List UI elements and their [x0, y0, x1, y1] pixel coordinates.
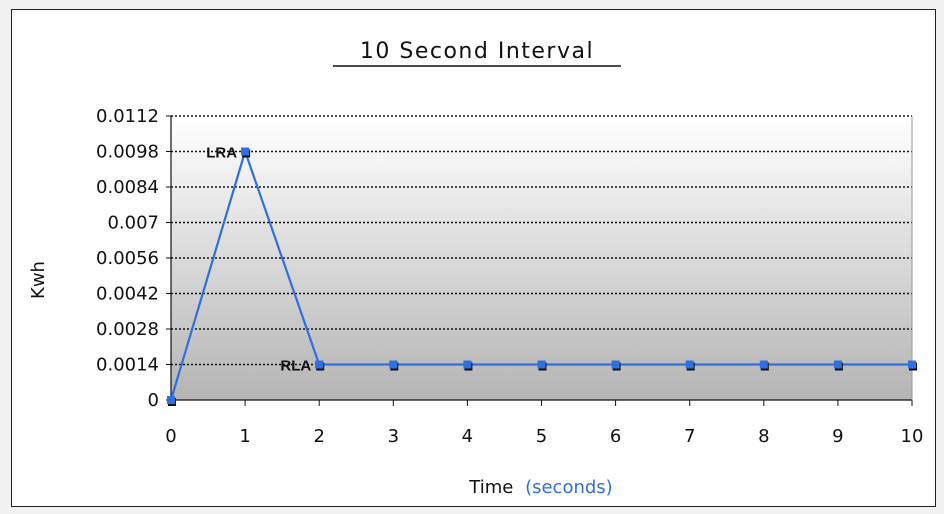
- x-tick-label: 0: [165, 426, 176, 447]
- y-tick-label: 0.0112: [96, 106, 159, 127]
- line-chart: 10 Second Interval 0 0.0014 0.0028 0.0042 0.…: [28, 39, 923, 498]
- x-axis-title: Time (seconds): [468, 477, 612, 498]
- x-tick-label: 3: [388, 426, 399, 447]
- x-tick-label: 8: [758, 426, 769, 447]
- point-annotation-label: LRA: [206, 145, 237, 162]
- x-tick-label: 6: [610, 426, 621, 447]
- x-tick-label: 10: [901, 426, 924, 447]
- data-point-marker: [167, 396, 175, 404]
- y-axis-title: Kwh: [28, 261, 49, 299]
- x-tick-label: 7: [684, 426, 695, 447]
- y-tick-label: 0.0098: [96, 142, 159, 163]
- y-tick-label: 0: [148, 390, 159, 411]
- data-point: [463, 360, 473, 371]
- data-point: [833, 360, 843, 371]
- data-point-marker: [833, 360, 842, 369]
- data-point: [315, 360, 325, 371]
- data-point: [241, 147, 251, 158]
- data-point: [389, 360, 399, 371]
- data-point: [759, 360, 769, 371]
- x-tick-label: 1: [239, 426, 250, 447]
- data-point-marker: [315, 360, 324, 369]
- y-tick-label: 0.007: [107, 213, 159, 234]
- data-point: [537, 360, 547, 371]
- data-point-marker: [759, 360, 768, 369]
- data-point-marker: [389, 360, 398, 369]
- series-markers: [167, 147, 917, 406]
- point-annotation-label: RLA: [280, 358, 311, 375]
- x-tick-label: 2: [313, 426, 324, 447]
- y-tick-label: 0.0084: [96, 177, 159, 198]
- data-point: [611, 360, 621, 371]
- data-point-marker: [241, 147, 250, 156]
- y-tick-label: 0.0056: [96, 248, 159, 269]
- y-tick-label: 0.0042: [96, 284, 159, 305]
- x-axis-title-main: Time: [468, 477, 513, 498]
- y-axis-ticks: 0 0.0014 0.0028 0.0042 0.0056 0.007 0.0084 0.00…: [96, 106, 171, 411]
- x-axis-title-unit: (seconds): [525, 477, 613, 498]
- chart-title: 10 Second Interval: [360, 39, 594, 64]
- y-tick-label: 0.0014: [96, 355, 159, 376]
- data-point-marker: [908, 360, 916, 369]
- data-point-marker: [463, 360, 472, 369]
- x-tick-label: 4: [462, 426, 473, 447]
- data-point: [685, 360, 695, 371]
- data-point-marker: [537, 360, 546, 369]
- y-tick-label: 0.0028: [96, 319, 159, 340]
- data-point: [167, 396, 176, 406]
- data-point: [908, 360, 917, 371]
- data-point-marker: [685, 360, 694, 369]
- data-point-marker: [611, 360, 620, 369]
- chart-frame: 10 Second Interval 0 0.0014 0.0028 0.0042 0.…: [11, 9, 936, 507]
- x-tick-label: 9: [832, 426, 843, 447]
- point-annotations: LRA RLA: [206, 145, 311, 375]
- x-tick-label: 5: [536, 426, 547, 447]
- x-axis-ticks: 0 1 2 3 4 5 6 7 8 9 10: [165, 400, 923, 447]
